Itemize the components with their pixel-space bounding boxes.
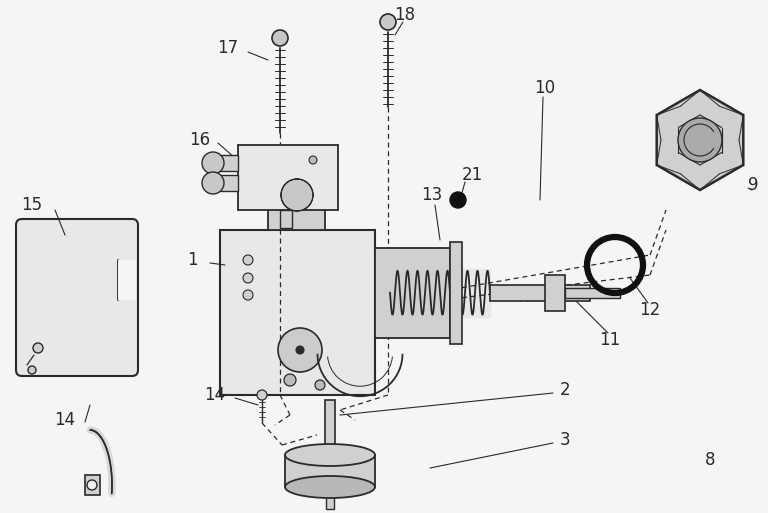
- Text: 17: 17: [217, 39, 239, 57]
- Circle shape: [243, 273, 253, 283]
- Bar: [285, 455, 375, 487]
- Polygon shape: [657, 90, 743, 190]
- Circle shape: [272, 30, 288, 46]
- Circle shape: [202, 172, 224, 194]
- Circle shape: [87, 480, 97, 490]
- Circle shape: [309, 156, 317, 164]
- Polygon shape: [85, 475, 100, 495]
- Bar: [375, 248, 450, 338]
- Polygon shape: [268, 175, 325, 230]
- Ellipse shape: [285, 444, 375, 466]
- Circle shape: [33, 343, 43, 353]
- Text: 14: 14: [204, 386, 226, 404]
- FancyBboxPatch shape: [16, 219, 138, 376]
- Bar: [326, 487, 334, 509]
- Circle shape: [450, 192, 466, 208]
- Circle shape: [28, 366, 36, 374]
- Text: 10: 10: [535, 79, 555, 97]
- Text: 8: 8: [705, 451, 715, 469]
- Bar: [280, 210, 292, 228]
- Text: 13: 13: [422, 186, 442, 204]
- Bar: [220, 230, 375, 395]
- Circle shape: [678, 118, 722, 162]
- Ellipse shape: [285, 476, 375, 498]
- Text: 21: 21: [462, 166, 482, 184]
- Text: 9: 9: [748, 176, 758, 194]
- Polygon shape: [545, 274, 565, 311]
- Circle shape: [257, 390, 267, 400]
- Circle shape: [380, 14, 396, 30]
- Bar: [118, 260, 136, 300]
- Circle shape: [243, 290, 253, 300]
- Circle shape: [243, 255, 253, 265]
- Text: 11: 11: [599, 331, 621, 349]
- Text: 2: 2: [560, 381, 571, 399]
- Bar: [325, 400, 335, 490]
- Text: 12: 12: [640, 301, 660, 319]
- Circle shape: [284, 374, 296, 386]
- Circle shape: [296, 346, 304, 354]
- Text: 3: 3: [560, 431, 571, 449]
- Text: 15: 15: [22, 196, 42, 214]
- Bar: [210, 155, 238, 171]
- Text: 1: 1: [187, 251, 197, 269]
- Circle shape: [315, 380, 325, 390]
- Circle shape: [281, 179, 313, 211]
- Text: 18: 18: [395, 6, 415, 24]
- Bar: [565, 288, 620, 298]
- Circle shape: [278, 328, 322, 372]
- Text: 14: 14: [55, 411, 75, 429]
- Circle shape: [202, 152, 224, 174]
- Bar: [210, 175, 238, 191]
- Bar: [238, 145, 338, 210]
- Polygon shape: [450, 242, 462, 344]
- Bar: [490, 285, 590, 301]
- Text: 16: 16: [190, 131, 210, 149]
